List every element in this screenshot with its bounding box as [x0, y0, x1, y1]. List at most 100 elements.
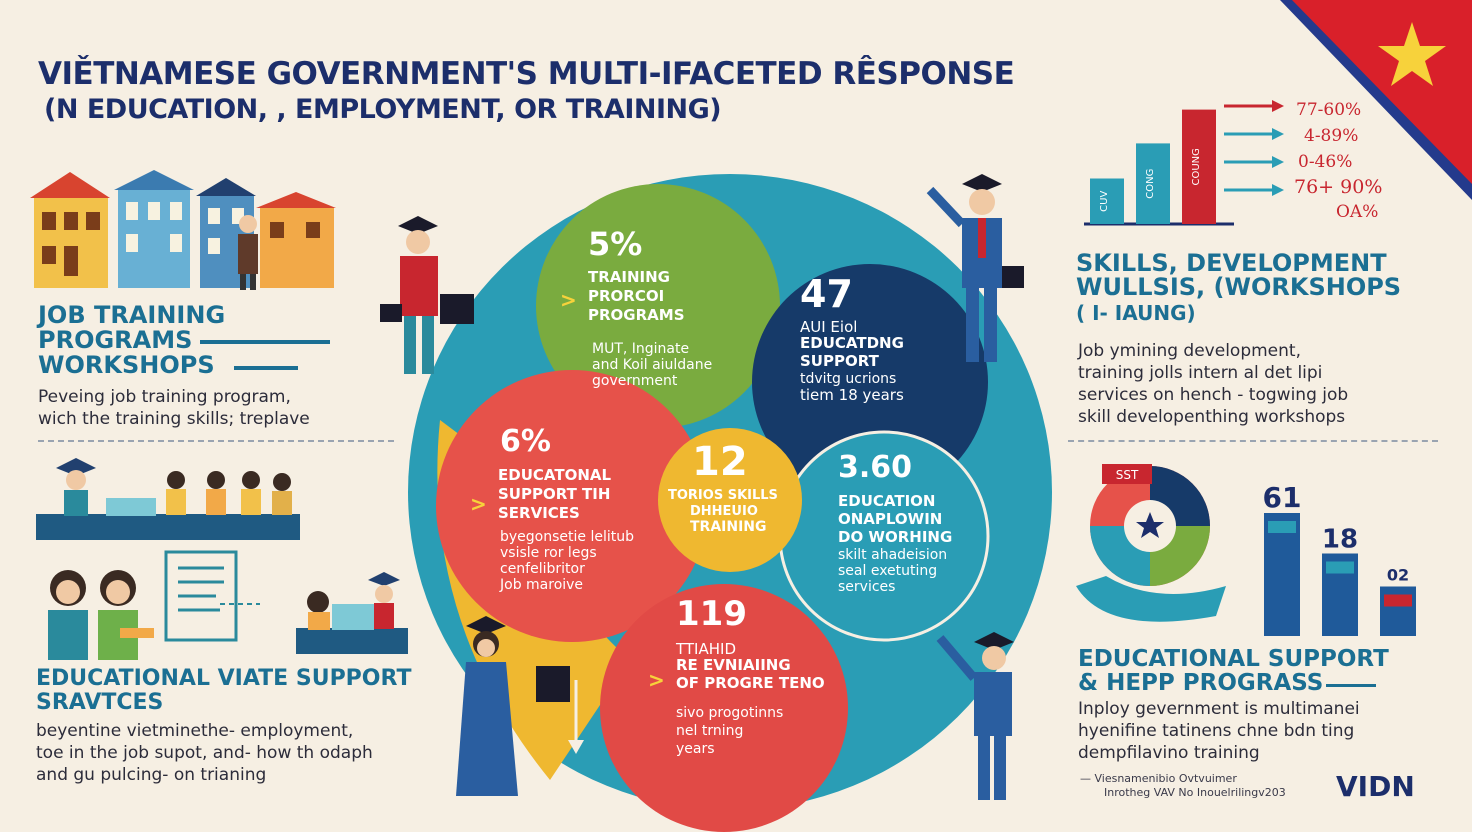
chart-bar-label: 02: [1387, 566, 1409, 585]
arrow-right-icon: [1224, 100, 1284, 112]
help-programs-body-line3: dempfilavino training: [1078, 743, 1260, 763]
education-title-line1: EDUCATION: [838, 492, 936, 510]
skills-title-line1: TORIOS SKILLS: [668, 488, 778, 503]
classroom-illustration: [36, 458, 300, 540]
chart-bar-cap: [1326, 561, 1354, 574]
section-divider: [1068, 440, 1438, 442]
education-title-line2: ONAPLOWIN: [838, 510, 943, 528]
chevron-right-icon: >: [648, 668, 665, 692]
green-bubble: [536, 184, 780, 428]
arrow-right-icon: [1224, 184, 1284, 196]
education-title-line3: DO WORHING: [838, 528, 953, 546]
skills-development-body-line3: services on hench - togwing job: [1078, 385, 1349, 405]
red-bubble-bottom: [600, 584, 848, 832]
stat-value-5: OA%: [1336, 202, 1379, 222]
houses-illustration: [30, 170, 336, 290]
mini-bar: [1090, 178, 1124, 224]
document-icon: [164, 550, 260, 642]
educational-support-body-line1: beyentine vietminethe- employment,: [36, 721, 354, 741]
red-bubble-left: [436, 370, 708, 642]
chart-bar-label: 18: [1322, 525, 1358, 555]
title-underline: [234, 366, 298, 370]
skills-development-title-line3: ( I- IAUNG): [1076, 301, 1196, 325]
section-divider: [38, 440, 394, 442]
skills-title-line3: TRAINING: [690, 519, 767, 535]
page-title-line2: (N EDUCATION, , EMPLOYMENT, OR TRAINING): [44, 94, 722, 125]
educational-support-title-line1: EDUCATONAL: [498, 466, 612, 484]
mini-bar: [1182, 109, 1216, 224]
bar-chart: 61 18 02: [1263, 481, 1416, 636]
job-training-body-line1: Peveing job training program,: [38, 387, 291, 407]
skills-development-title-line1: SKILLS, DEVELOPMENT: [1076, 249, 1387, 277]
vietnam-flag-corner: [1280, 0, 1472, 200]
graduate-figure: [456, 616, 570, 796]
education-body-line3: services: [838, 579, 896, 595]
title-underline: [200, 340, 330, 344]
education-stat: 3.60: [838, 450, 913, 485]
job-training-title-line1: JOB TRAINING: [38, 301, 226, 329]
educational-support-title-line2: SRAVTCES: [36, 690, 164, 715]
stats-mini-chart: CUV CONG COUNG: [1084, 100, 1284, 226]
mini-bar-label: COUNG: [1191, 148, 1202, 185]
star-icon: [1378, 22, 1446, 86]
arrow-right-icon: [1224, 156, 1284, 168]
educating-title-line2: EDUCATDNG: [800, 334, 904, 352]
retraining-title-line2: RE EVNIAIING: [676, 656, 791, 674]
yellow-center-bubble: [658, 428, 802, 572]
educating-body-line2: tiem 18 years: [800, 386, 904, 404]
student-at-desk-illustration: [296, 572, 408, 654]
stat-value-2: 4-89%: [1304, 126, 1359, 146]
education-body-line2: seal exetuting: [838, 563, 938, 579]
chart-bar-label: 61: [1263, 481, 1302, 514]
graduate-figure: [380, 216, 474, 374]
help-programs-title-line2: & HEPP PROGRASS: [1078, 670, 1324, 696]
mini-bar-label: CONG: [1145, 169, 1156, 199]
stat-value-3: 0-46%: [1298, 152, 1353, 172]
graduate-figure: [926, 174, 1024, 362]
skills-development-body-line4: skill developenthing workshops: [1078, 407, 1346, 427]
training-title-line2: PRORCOI: [588, 287, 665, 305]
skills-development-body-line2: training jolls intern al det lipi: [1078, 363, 1323, 383]
educating-body-line1: tdvitg ucrions: [800, 371, 897, 387]
educational-support-body-line2: vsisle ror legs: [500, 545, 597, 561]
job-training-title-line3: WORKSHOPS: [38, 351, 215, 379]
chart-bar: [1380, 586, 1416, 636]
education-body-line1: skilt ahadeision: [838, 547, 948, 563]
educational-support-body-line4: Job maroive: [500, 577, 584, 593]
footer-source-line2: Inrotheg VAV No Inouelrilingv203: [1104, 786, 1286, 799]
educational-support-body-line3: and gu pulcing- on trianing: [36, 765, 267, 785]
center-bubble-diagram: [408, 174, 1052, 832]
retraining-body-line2: nel trning: [676, 723, 744, 739]
educating-title-line3: SUPPORT: [800, 352, 879, 370]
star-icon: [1136, 512, 1164, 538]
chart-bar-cap: [1268, 521, 1296, 533]
graduate-figure: [936, 632, 1014, 800]
chart-bar-cap: [1384, 594, 1412, 607]
retraining-body-line1: sivo progotinns: [676, 705, 784, 721]
retraining-title-line1: TTIAHID: [676, 640, 736, 658]
training-title-line1: TRAINING: [588, 268, 670, 286]
chart-bar: [1264, 513, 1300, 636]
training-body-line2: and Koil aiuldane: [592, 357, 713, 373]
chevron-right-icon: >: [470, 492, 487, 516]
educational-support-title-line3: SERVICES: [498, 504, 580, 522]
footer-logo: VIDN: [1336, 770, 1415, 803]
educational-support-title-line1: EDUCATIONAL VIATE SUPPORT: [36, 666, 412, 691]
job-training-title-line2: PROGRAMS: [38, 326, 193, 354]
skills-title-line2: DHHEUIO: [690, 504, 758, 519]
training-body-line1: MUT, Inginate: [592, 341, 690, 357]
skills-stat: 12: [692, 439, 748, 485]
training-title-line3: PROGRAMS: [588, 306, 685, 324]
educating-title-line1: AUI Eiol: [800, 318, 858, 336]
educational-support-body-line2: toe in the job supot, and- how th odaph: [36, 743, 373, 763]
mini-bar-label: CUV: [1099, 191, 1110, 212]
footer-source-line1: — Viesnamenibio Ovtvuimer: [1080, 772, 1237, 785]
educational-support-stat: 6%: [500, 424, 551, 459]
donut-label: SST: [1116, 468, 1139, 482]
chevron-right-icon: >: [560, 288, 577, 312]
help-programs-title-line1: EDUCATIONAL SUPPORT: [1078, 646, 1389, 672]
educating-stat: 47: [800, 272, 853, 316]
educational-support-body-line3: cenfelibritor: [500, 561, 585, 577]
mini-bar: [1136, 143, 1170, 224]
retraining-stat: 119: [676, 594, 747, 634]
